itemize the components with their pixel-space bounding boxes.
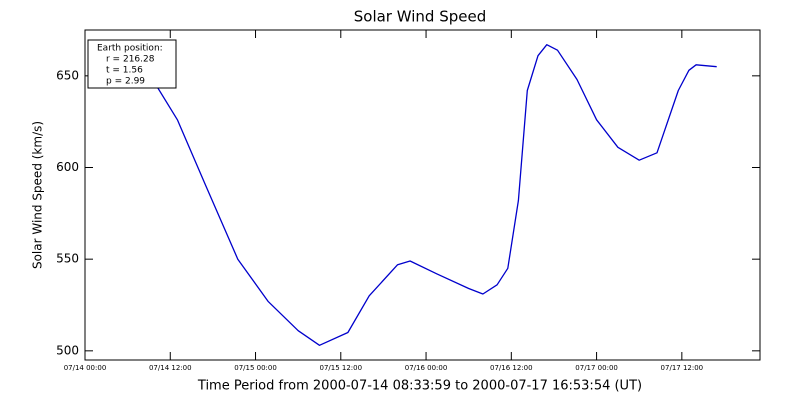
x-tick-label: 07/17 00:00 (575, 364, 618, 372)
annotation-text: Earth position: (97, 44, 163, 54)
annotation-text: t = 1.56 (106, 66, 143, 76)
y-tick-label: 500 (56, 343, 79, 357)
annotation-text: r = 216.28 (106, 55, 155, 65)
data-line (145, 44, 717, 346)
x-tick-label: 07/17 12:00 (661, 364, 704, 372)
x-tick-label: 07/14 12:00 (149, 364, 192, 372)
plot-frame (84, 29, 761, 361)
chart-title: Solar Wind Speed (354, 8, 486, 26)
x-tick-label: 07/15 12:00 (320, 364, 363, 372)
y-axis-label: Solar Wind Speed (km/s) (31, 121, 45, 269)
y-tick-label: 650 (56, 68, 79, 82)
y-tick-label: 550 (56, 252, 79, 266)
annotation-text: p = 2.99 (106, 77, 145, 87)
annotation-box (87, 39, 177, 89)
x-tick-label: 07/16 12:00 (490, 364, 533, 372)
x-tick-label: 07/14 00:00 (64, 364, 107, 372)
x-tick-label: 07/15 00:00 (234, 364, 277, 372)
y-tick-label: 600 (56, 160, 79, 174)
x-axis-label: Time Period from 2000-07-14 08:33:59 to … (197, 379, 642, 394)
x-tick-label: 07/16 00:00 (405, 364, 448, 372)
